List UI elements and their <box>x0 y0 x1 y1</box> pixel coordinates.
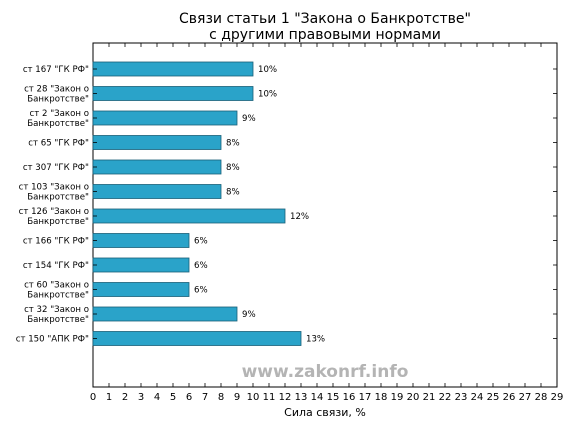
x-tick-label: 6 <box>186 392 192 403</box>
x-tick-label: 2 <box>122 392 128 403</box>
x-tick-label: 29 <box>551 392 564 403</box>
bar <box>92 306 238 322</box>
x-axis-ticks: 0 1 2 3 4 5 6 7 8 9 10 11 12 13 14 15 16 17 18 19 20 21 22 23 24… <box>90 43 564 403</box>
category-label: ст 60 "Закон о <box>24 281 89 291</box>
x-tick-label: 5 <box>170 392 176 403</box>
bar <box>92 257 190 273</box>
bar <box>92 135 222 150</box>
chart-title-line-2: с другими правовыми нормами <box>209 27 441 43</box>
x-tick-label: 4 <box>154 392 160 403</box>
bar <box>92 282 190 297</box>
x-tick-label: 10 <box>247 392 260 403</box>
category-label: ст 167 "ГК РФ" <box>23 65 89 75</box>
bar-value-label: 8% <box>226 139 240 149</box>
x-tick-label: 11 <box>263 392 276 403</box>
bar <box>92 208 286 224</box>
bar <box>92 110 238 126</box>
category-label: Банкротстве" <box>27 193 89 203</box>
x-tick-label: 14 <box>311 392 324 403</box>
bars-layer: 10% 10% 9% 8% 8% 8% 12% 6% 6% 6% 9% 13% <box>92 61 325 346</box>
bar-value-label: 12% <box>290 212 309 222</box>
x-tick-label: 24 <box>471 392 484 403</box>
x-axis-title: Сила связи, % <box>284 406 366 419</box>
category-label: Банкротстве" <box>27 315 89 325</box>
bar-value-label: 8% <box>226 163 240 173</box>
bar <box>92 184 222 199</box>
bar-value-label: 9% <box>242 114 256 124</box>
bar-value-label: 10% <box>258 90 277 100</box>
x-tick-label: 17 <box>359 392 372 403</box>
x-tick-label: 19 <box>391 392 404 403</box>
x-tick-label: 0 <box>90 392 96 403</box>
x-tick-label: 9 <box>234 392 240 403</box>
category-label: ст 150 "АПК РФ" <box>16 335 89 345</box>
category-label: ст 103 "Закон о <box>19 183 89 193</box>
bar <box>92 331 302 346</box>
category-label: ст 307 "ГК РФ" <box>23 163 89 173</box>
x-tick-label: 20 <box>407 392 420 403</box>
x-tick-label: 26 <box>503 392 516 403</box>
x-tick-label: 13 <box>295 392 308 403</box>
category-label: ст 166 "ГК РФ" <box>23 237 89 247</box>
x-tick-label: 25 <box>487 392 500 403</box>
x-tick-label: 22 <box>439 392 452 403</box>
x-tick-label: 7 <box>202 392 208 403</box>
bar-value-label: 8% <box>226 188 240 198</box>
y-axis-category-labels: ст 167 "ГК РФ"ст 28 "Закон оБанкротстве"… <box>16 65 89 345</box>
x-tick-label: 18 <box>375 392 388 403</box>
bar <box>92 61 254 77</box>
x-tick-label: 1 <box>106 392 112 403</box>
bar <box>92 86 254 101</box>
bar-value-label: 9% <box>242 310 256 320</box>
bar-value-label: 6% <box>194 286 208 296</box>
category-label: ст 126 "Закон о <box>19 207 89 217</box>
x-tick-label: 21 <box>423 392 436 403</box>
category-label: Банкротстве" <box>27 217 89 227</box>
x-tick-label: 23 <box>455 392 468 403</box>
watermark-text: www.zakonrf.info <box>242 362 409 382</box>
bar-value-label: 13% <box>306 335 325 345</box>
category-label: ст 2 "Закон о <box>30 109 89 119</box>
x-tick-label: 28 <box>535 392 548 403</box>
x-tick-label: 27 <box>519 392 532 403</box>
bar <box>92 159 222 175</box>
x-tick-label: 16 <box>343 392 356 403</box>
category-label: ст 28 "Закон о <box>24 85 89 95</box>
category-label: Банкротстве" <box>27 95 89 105</box>
category-label: ст 65 "ГК РФ" <box>28 139 89 149</box>
category-label: ст 154 "ГК РФ" <box>23 261 89 271</box>
x-tick-label: 12 <box>279 392 292 403</box>
category-label: Банкротстве" <box>27 291 89 301</box>
bar-value-label: 6% <box>194 261 208 271</box>
x-tick-label: 3 <box>138 392 144 403</box>
bar-value-label: 10% <box>258 65 277 75</box>
category-label: Банкротстве" <box>27 119 89 129</box>
x-tick-label: 8 <box>218 392 224 403</box>
x-tick-label: 15 <box>327 392 340 403</box>
bar <box>92 233 190 248</box>
chart-title-line-1: Связи статьи 1 "Закона о Банкротстве" <box>179 11 471 27</box>
category-label: ст 32 "Закон о <box>24 305 89 315</box>
bar-value-label: 6% <box>194 237 208 247</box>
